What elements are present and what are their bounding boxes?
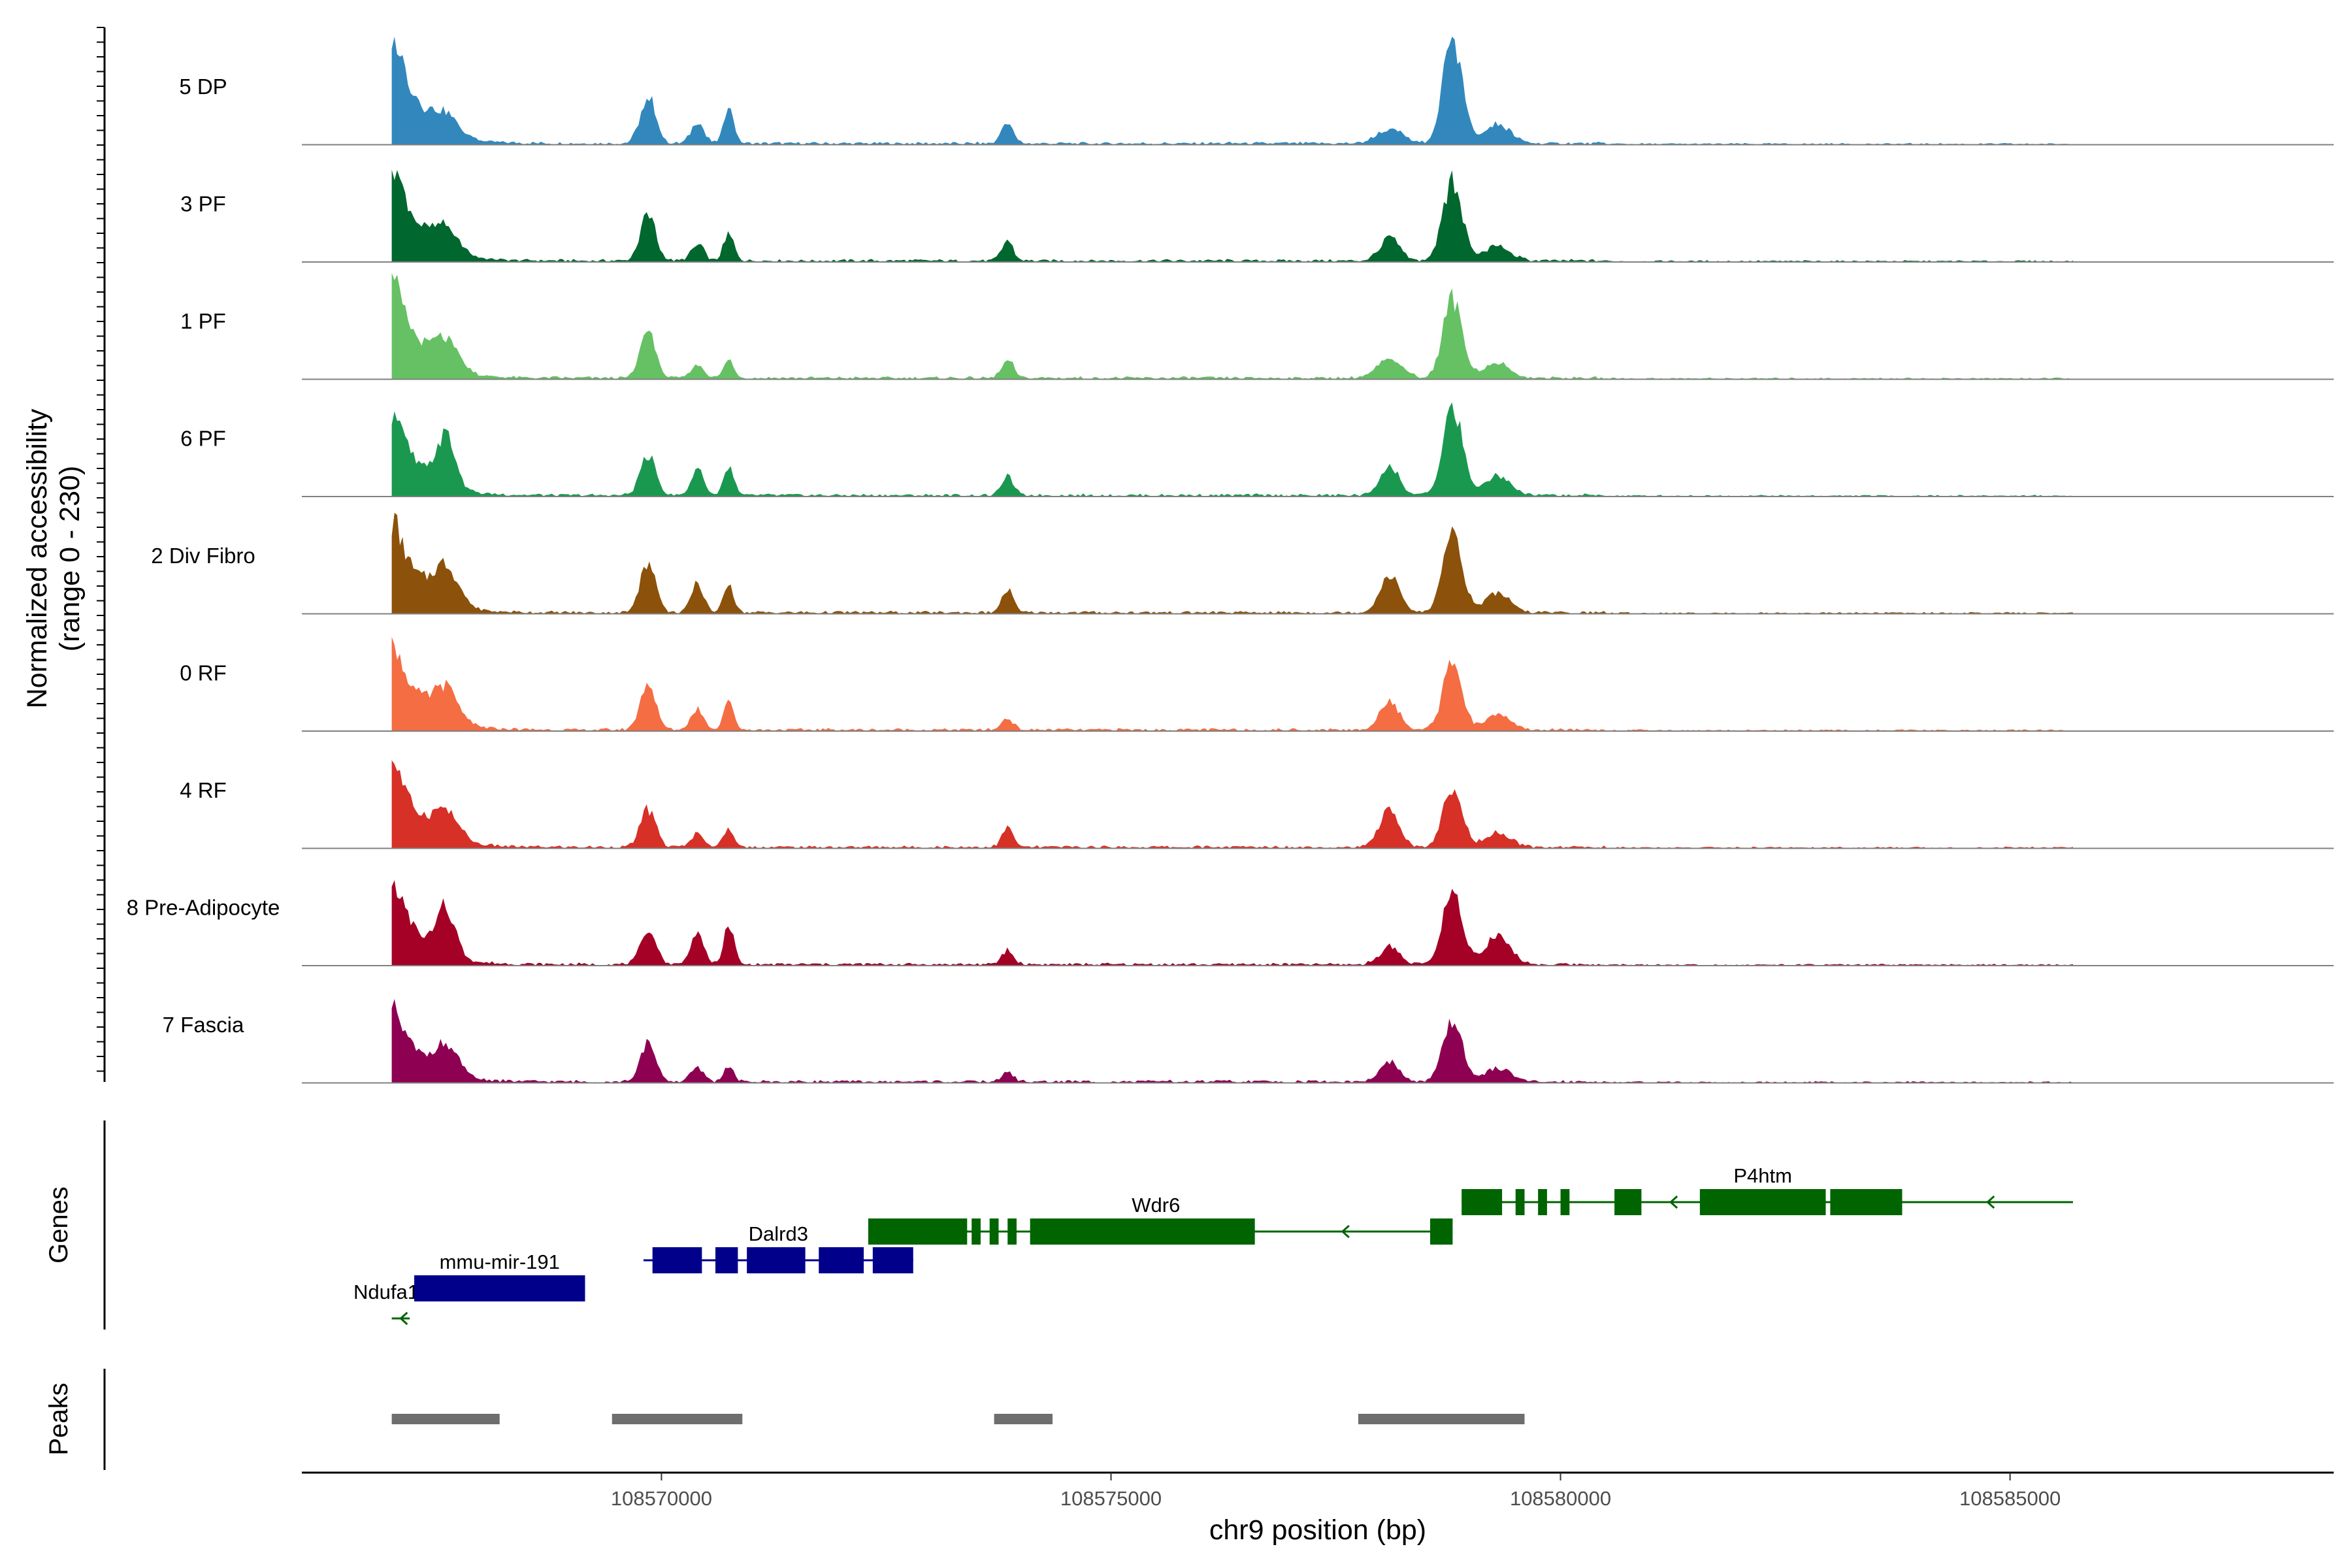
gene-exon [1030,1218,1255,1245]
peak-region [1358,1414,1525,1424]
gene-exon [715,1247,738,1273]
coverage-area [391,999,2073,1083]
coverage-area [391,272,2073,380]
y-axis-title: Normalized accessibility [22,408,53,708]
gene-exon [972,1218,981,1245]
gene-model: Dalrd3 [643,1222,913,1273]
gene-exon [1007,1218,1017,1245]
y-axis-range-label: (range 0 - 230) [54,466,86,651]
gene-exon [1515,1189,1525,1215]
track-label: 7 Fascia [163,1013,244,1037]
track-label: 4 RF [180,778,227,802]
coverage-track: 6 PF [180,402,2334,497]
track-label: 6 PF [180,426,226,450]
strand-arrow [1985,1195,1995,1209]
gene-label: P4htm [1733,1164,1792,1187]
gene-exon [989,1218,999,1245]
gene-exon [1560,1189,1570,1215]
track-label: 2 Div Fibro [151,544,255,568]
coverage-track: 3 PF [180,169,2334,263]
gene-exon [1614,1189,1642,1215]
track-label: 8 Pre-Adipocyte [127,895,280,919]
coverage-track: 2 Div Fibro [151,512,2334,615]
x-tick-label: 108585000 [1959,1487,2061,1510]
coverage-area [391,880,2073,966]
gene-exon [1462,1189,1503,1215]
gene-exon [868,1218,968,1245]
gene-exon [872,1247,913,1273]
coverage-area [391,169,2073,262]
coverage-area [391,760,2073,849]
strand-arrow [399,1311,408,1326]
x-tick-label: 108580000 [1510,1487,1611,1510]
x-axis: 108570000 108575000 108580000 108585000 [302,1471,2334,1510]
coverage-track: 8 Pre-Adipocyte [127,880,2334,966]
peaks-panel-title: Peaks [44,1382,73,1455]
coverage-area [391,636,2073,731]
coverage-tracks: 5 DP 3 PF 1 PF 6 PF 2 Div Fibro 0 RF 4 RF 8 Pre… [97,27,2334,1084]
peaks-panel [103,1369,1525,1470]
track-label: 1 PF [180,309,226,333]
gene-label: mmu-mir-191 [440,1250,560,1273]
coverage-track: 0 RF [180,636,2334,732]
gene-model: P4htm [1462,1164,2073,1215]
gene-exon [819,1247,864,1273]
gene-label: Wdr6 [1132,1194,1180,1217]
gene-exon [1830,1189,1903,1215]
gene-label: Dalrd3 [749,1222,808,1245]
gene-exon [1699,1189,1826,1215]
genes-panel-title: Genes [44,1186,73,1264]
x-tick-label: 108575000 [1060,1487,1162,1510]
gene-exon [1538,1189,1547,1215]
coverage-area [391,512,2073,614]
coverage-track: 4 RF [180,760,2334,849]
gene-exon [414,1275,585,1301]
x-tick-label: 108570000 [611,1487,712,1510]
gene-model: mmu-mir-191 [414,1250,585,1301]
coverage-track: 1 PF [180,272,2334,380]
strand-arrow [1669,1195,1678,1209]
track-label: 0 RF [180,661,227,685]
x-axis-title: chr9 position (bp) [1209,1514,1426,1546]
track-label: 3 PF [180,191,226,216]
gene-exon [1430,1218,1453,1245]
peak-region [391,1414,500,1424]
coverage-area [391,402,2073,497]
track-label: 5 DP [179,74,227,99]
coverage-track: 5 DP [179,37,2334,146]
peak-region [612,1414,743,1424]
coverage-track: 7 Fascia [163,999,2334,1084]
gene-exon [652,1247,702,1273]
gene-exon [747,1247,806,1273]
gene-model: Wdr6 [868,1194,1453,1245]
strand-arrow [1341,1224,1350,1239]
coverage-area [391,37,2073,145]
peak-region [994,1414,1053,1424]
